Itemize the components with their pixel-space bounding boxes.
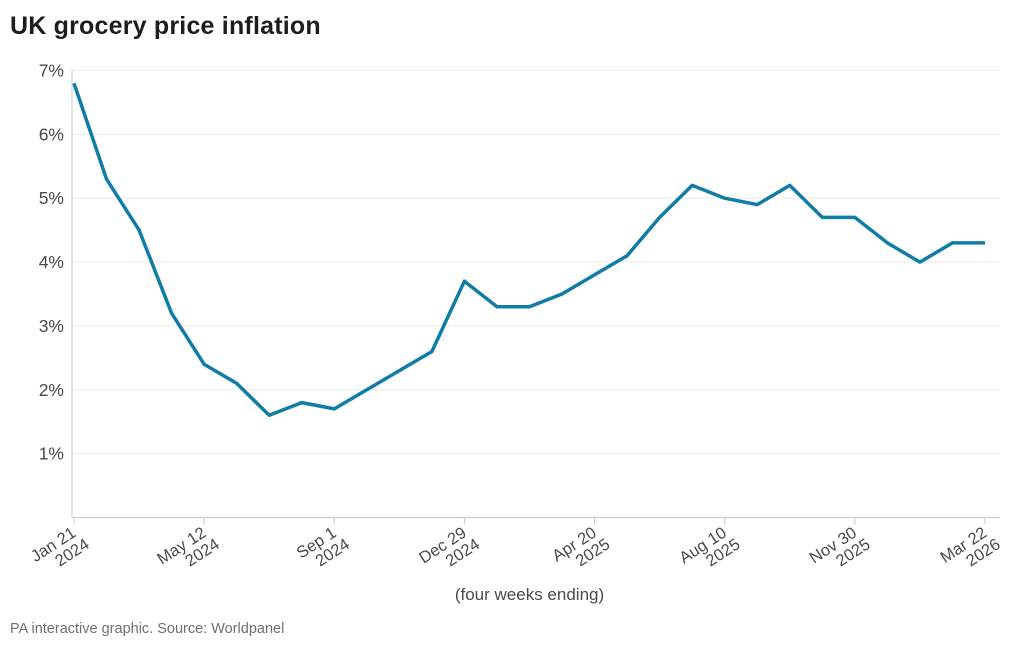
y-tick-label: 5% xyxy=(39,188,64,208)
y-tick-label: 1% xyxy=(39,444,64,464)
x-tick-label: Sep 12024 xyxy=(293,521,352,577)
x-axis-title: (four weeks ending) xyxy=(455,585,604,604)
x-tick-label: Dec 292024 xyxy=(416,521,483,582)
x-tick-label: Jan 212024 xyxy=(28,521,93,580)
y-tick-label: 7% xyxy=(39,61,64,81)
source-credit: PA interactive graphic. Source: Worldpan… xyxy=(10,621,285,637)
inflation-line xyxy=(72,82,985,418)
y-tick-label: 3% xyxy=(39,316,64,336)
x-tick-label: Nov 302025 xyxy=(806,521,873,582)
chart-title: UK grocery price inflation xyxy=(10,12,321,40)
x-tick-label: Aug 102025 xyxy=(676,521,743,582)
line-chart: 1% 2% 3% 4% 5% 6% 7% Jan 212024 May 122024 Sep 12… xyxy=(28,61,1004,605)
x-tick-label: Apr 202025 xyxy=(549,521,613,580)
y-tick-label: 2% xyxy=(39,380,64,400)
x-tick-label: May 122024 xyxy=(154,521,223,583)
x-tick-label: Mar 222026 xyxy=(937,521,1003,581)
y-tick-label: 4% xyxy=(39,252,64,272)
y-tick-label: 6% xyxy=(39,124,64,144)
